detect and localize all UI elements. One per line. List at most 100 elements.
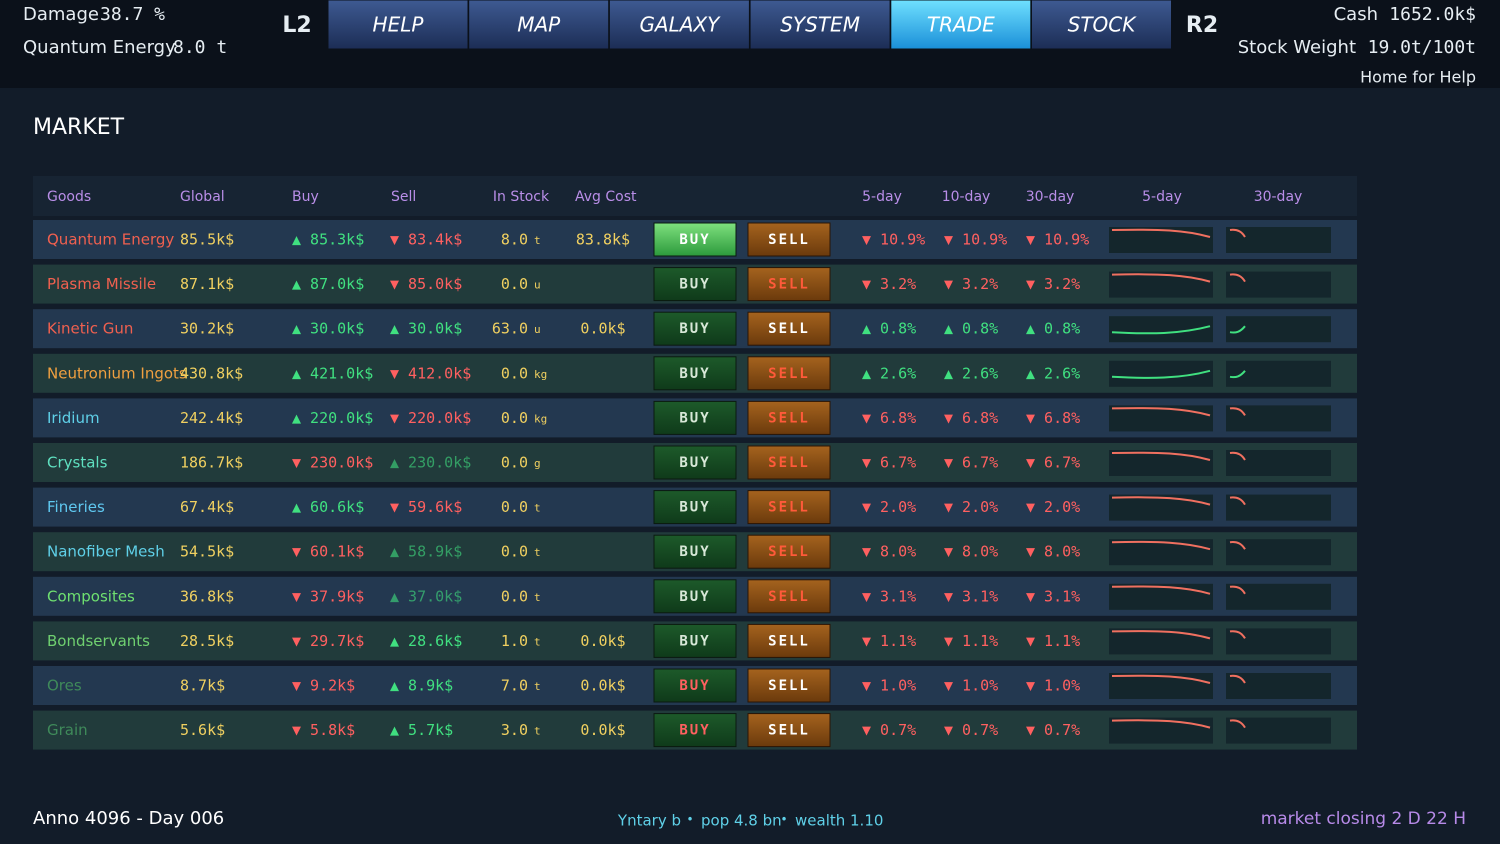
trend-d10: ▼ 3.2% — [944, 275, 998, 293]
sell-button-label[interactable]: SELL — [768, 277, 810, 293]
sell-button[interactable] — [747, 311, 831, 346]
sell-button-label[interactable]: SELL — [768, 678, 810, 694]
r2-hint: R2 — [1186, 13, 1218, 38]
trend-d10: ▼ 2.0% — [944, 498, 998, 516]
trend-d5: ▲ 2.6% — [862, 364, 916, 382]
sell-button[interactable] — [747, 668, 831, 703]
sell-button-label[interactable]: SELL — [768, 500, 810, 516]
trend-d5: ▼ 3.2% — [862, 275, 916, 293]
sell-button[interactable] — [747, 534, 831, 569]
sparkline-bg — [1109, 673, 1213, 699]
global-price: 30.2k$ — [180, 320, 234, 338]
buy-button[interactable] — [653, 490, 737, 525]
global-price: 67.4k$ — [180, 498, 234, 516]
sell-button[interactable] — [747, 490, 831, 525]
nav-tab-label[interactable]: MAP — [517, 13, 561, 37]
trend-d10: ▼ 6.7% — [944, 454, 998, 472]
nav-tab-label[interactable]: GALAXY — [639, 13, 721, 37]
sparkline-bg — [1226, 539, 1331, 566]
sell-button[interactable] — [747, 713, 831, 748]
buy-button[interactable] — [653, 445, 737, 480]
sparkline-30-day — [1229, 325, 1246, 334]
sell-button-label[interactable]: SELL — [768, 633, 810, 649]
buy-button-label[interactable]: BUY — [679, 321, 710, 337]
sell-button-label[interactable]: SELL — [768, 366, 810, 382]
buy-button[interactable] — [653, 311, 737, 346]
nav-tab-label[interactable]: SYSTEM — [780, 13, 860, 37]
buy-button[interactable] — [653, 668, 737, 703]
buy-button[interactable] — [653, 356, 737, 391]
sparkline-bg — [1109, 450, 1213, 476]
separator: • — [780, 813, 787, 827]
sparkline-30-day — [1229, 496, 1246, 506]
damage-label: Damage — [23, 4, 99, 25]
buy-button[interactable] — [653, 534, 737, 569]
sparkline-5-day — [1111, 273, 1211, 283]
sell-button-label[interactable]: SELL — [768, 723, 810, 739]
nav-tab-label[interactable]: STOCK — [1068, 13, 1138, 37]
sell-button[interactable] — [747, 356, 831, 391]
trend-d30: ▼ 3.2% — [1026, 275, 1080, 293]
global-price: 54.5k$ — [180, 543, 234, 561]
sparkline-5-day — [1111, 228, 1211, 238]
goods-name: Ores — [47, 677, 82, 695]
avg-cost: 0.0k$ — [580, 320, 625, 338]
date: Anno 4096 - Day 006 — [33, 808, 224, 829]
buy-button-label[interactable]: BUY — [679, 544, 710, 560]
sell-button-label[interactable]: SELL — [768, 544, 810, 560]
nav-tab-label[interactable]: HELP — [373, 13, 425, 37]
trend-d10: ▼ 10.9% — [944, 231, 1007, 249]
nav-tab[interactable] — [1031, 0, 1172, 50]
buy-button-label[interactable]: BUY — [679, 500, 710, 516]
trend-d5: ▼ 3.1% — [862, 587, 916, 605]
sparkline-bg — [1109, 227, 1213, 253]
nav-tab[interactable] — [749, 0, 891, 50]
buy-button-label[interactable]: BUY — [679, 366, 710, 382]
sell-button-label[interactable]: SELL — [768, 410, 810, 426]
sell-price: ▼ 83.4k$ — [390, 231, 462, 249]
trend-d30: ▼ 8.0% — [1026, 543, 1080, 561]
buy-button-label[interactable]: BUY — [679, 455, 710, 471]
nav-tab[interactable] — [890, 0, 1032, 50]
buy-button-label[interactable]: BUY — [679, 633, 710, 649]
buy-button-label[interactable]: BUY — [679, 277, 710, 293]
sell-button-label[interactable]: SELL — [768, 232, 810, 248]
sparkline-30-day — [1229, 541, 1246, 550]
buy-button[interactable] — [653, 623, 737, 658]
sell-button[interactable] — [747, 579, 831, 614]
nav-tab-label[interactable]: TRADE — [927, 13, 995, 37]
sell-button[interactable] — [747, 267, 831, 302]
sparkline-bg — [1226, 271, 1331, 298]
buy-button[interactable] — [653, 267, 737, 302]
sell-button-label[interactable]: SELL — [768, 321, 810, 337]
sell-button-label[interactable]: SELL — [768, 455, 810, 471]
sell-price: ▲ 37.0k$ — [390, 587, 462, 605]
trend-d10: ▼ 8.0% — [944, 543, 998, 561]
sell-button[interactable] — [747, 400, 831, 435]
sell-price: ▲ 8.9k$ — [390, 677, 453, 695]
sell-button[interactable] — [747, 445, 831, 480]
buy-button[interactable] — [653, 222, 737, 257]
global-price: 5.6k$ — [180, 721, 225, 739]
buy-button[interactable] — [653, 400, 737, 435]
stock-amount: 63.0 — [492, 320, 528, 338]
buy-button[interactable] — [653, 579, 737, 614]
sell-button[interactable] — [747, 222, 831, 257]
buy-button-label[interactable]: BUY — [679, 589, 710, 605]
nav-tab[interactable] — [468, 0, 610, 50]
weight-value: 19.0t/100t — [1368, 37, 1476, 58]
sell-button[interactable] — [747, 623, 831, 658]
buy-button-label[interactable]: BUY — [679, 678, 710, 694]
nav-tab[interactable] — [608, 0, 750, 50]
buy-button[interactable] — [653, 713, 737, 748]
buy-button-label[interactable]: BUY — [679, 723, 710, 739]
buy-price: ▼ 60.1k$ — [292, 543, 364, 561]
buy-button-label[interactable]: BUY — [679, 410, 710, 426]
sparkline-bg — [1226, 717, 1331, 744]
nav-tab[interactable] — [327, 0, 469, 50]
stock-amount: 1.0 — [501, 632, 528, 650]
stock-amount: 0.0 — [501, 275, 528, 293]
buy-button-label[interactable]: BUY — [679, 232, 710, 248]
sell-button-label[interactable]: SELL — [768, 589, 810, 605]
buy-price: ▼ 29.7k$ — [292, 632, 364, 650]
